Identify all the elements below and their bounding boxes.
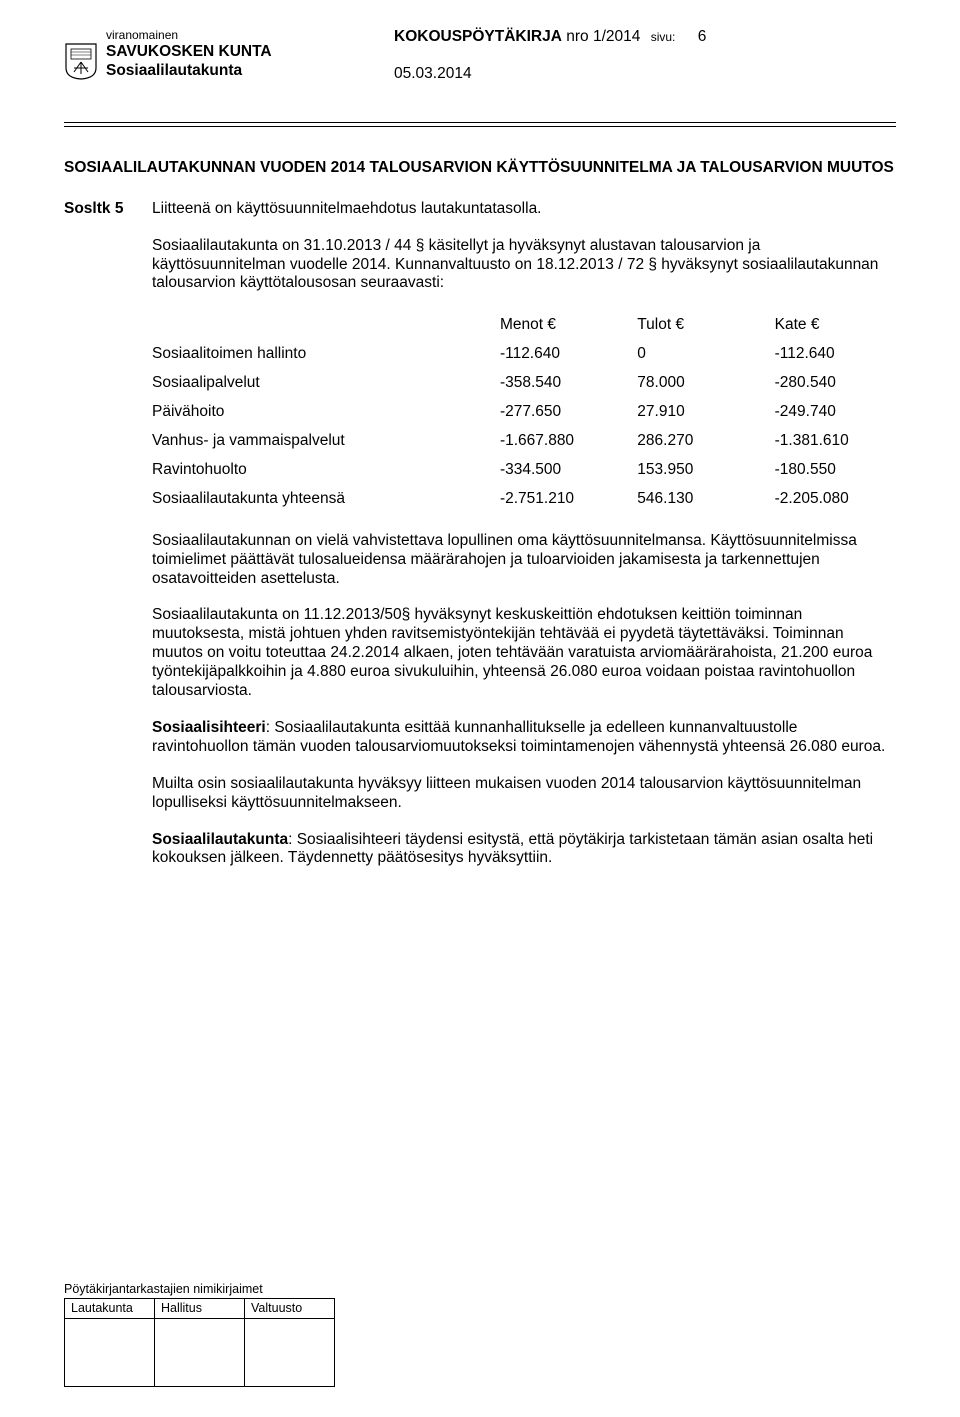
document-date: 05.03.2014 — [394, 65, 744, 84]
paragraph: Sosiaalisihteeri: Sosiaalilautakunta esi… — [152, 719, 896, 757]
table-row: Sosiaalitoimen hallinto -112.640 0 -112.… — [152, 340, 896, 369]
sig-cell — [245, 1319, 335, 1387]
municipality-logo — [64, 42, 98, 80]
paragraph: Liitteenä on käyttösuunnitelmaehdotus la… — [152, 200, 896, 219]
sig-col-hallitus: Hallitus — [155, 1298, 245, 1318]
divider — [64, 126, 896, 127]
footer-label: Pöytäkirjantarkastajien nimikirjaimet — [64, 1282, 335, 1297]
paragraph: Sosiaalilautakunta on 31.10.2013 / 44 § … — [152, 237, 896, 294]
col-header-expenses: Menot € — [484, 311, 621, 340]
municipality-name: SAVUKOSKEN KUNTA — [106, 43, 272, 62]
sig-cell — [155, 1319, 245, 1387]
divider — [64, 122, 896, 123]
content-body: Liitteenä on käyttösuunnitelmaehdotus la… — [152, 200, 896, 887]
table-row: Sosiaalilautakunta yhteensä -2.751.210 5… — [152, 485, 896, 514]
authority-label: viranomainen — [106, 28, 272, 43]
agenda-item-id: Sosltk 5 — [64, 200, 152, 887]
table-row: Vanhus- ja vammaispalvelut -1.667.880 28… — [152, 427, 896, 456]
paragraph: Sosiaalilautakunta: Sosiaalisihteeri täy… — [152, 831, 896, 869]
paragraph: Sosiaalilautakunnan on vielä vahvistetta… — [152, 532, 896, 589]
col-header-income: Tulot € — [621, 311, 758, 340]
col-header-net: Kate € — [759, 311, 896, 340]
sig-col-valtuusto: Valtuusto — [245, 1298, 335, 1318]
document-number: nro 1/2014 — [566, 28, 640, 45]
section-title: SOSIAALILAUTAKUNNAN VUODEN 2014 TALOUSAR… — [64, 159, 896, 178]
table-row: Ravintohuolto -334.500 153.950 -180.550 — [152, 456, 896, 485]
page-number: 6 — [698, 28, 707, 45]
sig-col-lautakunta: Lautakunta — [65, 1298, 155, 1318]
role-label: Sosiaalilautakunta — [152, 831, 288, 848]
sig-cell — [65, 1319, 155, 1387]
table-row: Päivähoito -277.650 27.910 -249.740 — [152, 398, 896, 427]
document-header: viranomainen SAVUKOSKEN KUNTA Sosiaalila… — [64, 28, 896, 84]
footer: Pöytäkirjantarkastajien nimikirjaimet La… — [64, 1282, 335, 1388]
budget-table: Menot € Tulot € Kate € Sosiaalitoimen ha… — [152, 311, 896, 513]
paragraph: Muilta osin sosiaalilautakunta hyväksyy … — [152, 775, 896, 813]
signatures-table: Lautakunta Hallitus Valtuusto — [64, 1298, 335, 1387]
board-name: Sosiaalilautakunta — [106, 62, 272, 81]
paragraph: Sosiaalilautakunta on 11.12.2013/50§ hyv… — [152, 606, 896, 701]
role-label: Sosiaalisihteeri — [152, 719, 266, 736]
document-type: KOKOUSPÖYTÄKIRJA — [394, 28, 562, 45]
table-row: Sosiaalipalvelut -358.540 78.000 -280.54… — [152, 369, 896, 398]
page-label: sivu: — [651, 30, 676, 44]
